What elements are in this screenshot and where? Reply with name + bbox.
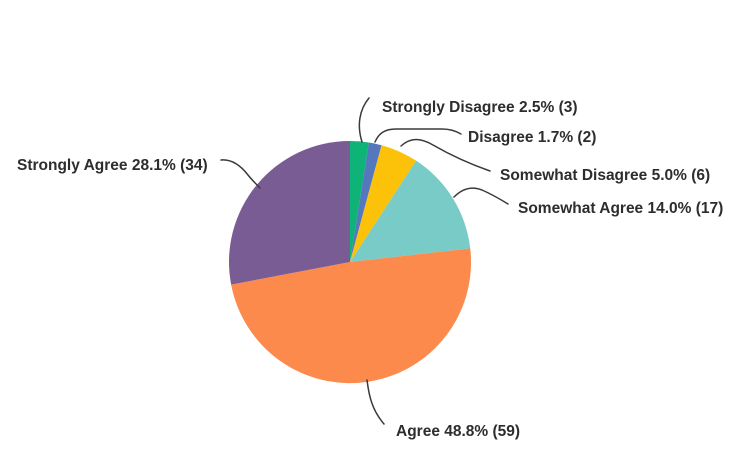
pie-slices-group: [228, 141, 472, 384]
slice-label-strongly-disagree: Strongly Disagree 2.5% (3): [382, 99, 578, 116]
slice-label-somewhat-disagree: Somewhat Disagree 5.0% (6): [500, 167, 710, 184]
leader-line-disagree: [374, 128, 462, 143]
pie-slice-agree: [231, 248, 472, 384]
pie-slice-strongly-agree: [228, 141, 350, 285]
leader-line-strongly-disagree: [358, 97, 370, 143]
leader-line-agree: [366, 379, 385, 425]
slice-label-somewhat-agree: Somewhat Agree 14.0% (17): [518, 200, 723, 217]
slice-labels-group: Strongly Disagree 2.5% (3) Disagree 1.7%…: [17, 99, 723, 440]
slice-label-disagree: Disagree 1.7% (2): [468, 129, 596, 146]
leader-line-somewhat-agree: [453, 187, 509, 205]
pie-slice-disagree: [350, 142, 382, 262]
leader-line-strongly-agree: [220, 159, 261, 189]
slice-label-agree: Agree 48.8% (59): [396, 423, 520, 440]
pie-slice-strongly-disagree: [350, 141, 369, 262]
pie-slice-somewhat-agree: [350, 160, 471, 262]
leader-line-somewhat-disagree: [400, 138, 491, 172]
slice-label-strongly-agree: Strongly Agree 28.1% (34): [17, 157, 208, 174]
pie-slice-somewhat-disagree: [350, 145, 417, 262]
leader-lines-group: [220, 97, 509, 425]
